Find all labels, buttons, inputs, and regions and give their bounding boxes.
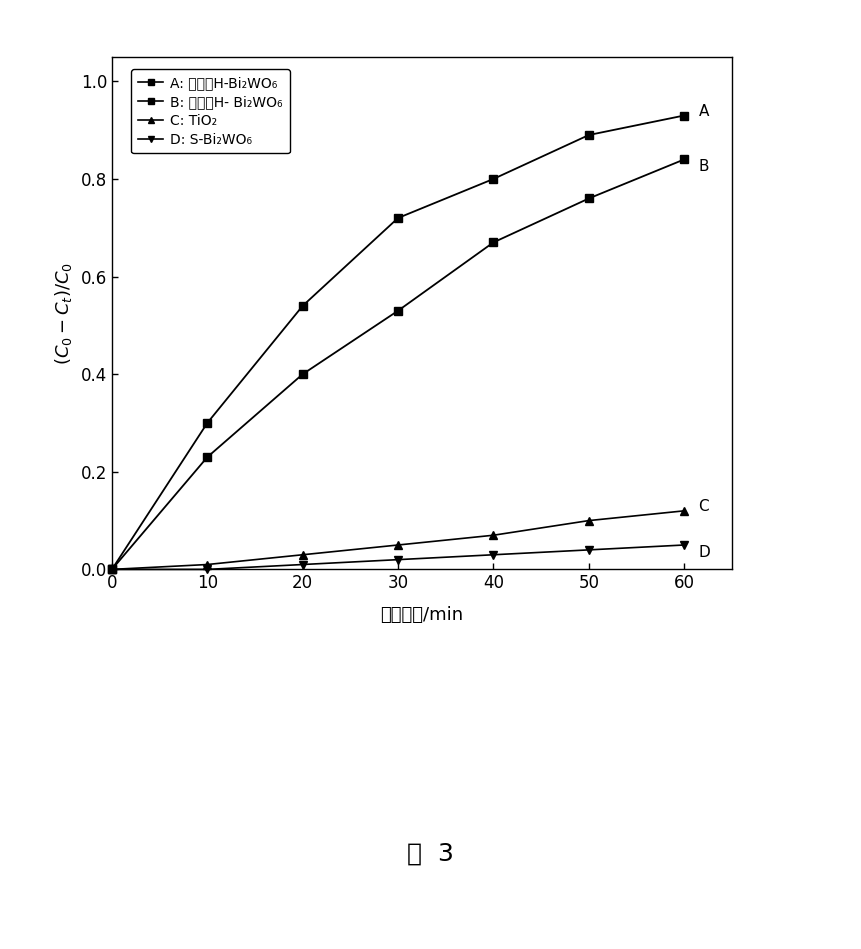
Y-axis label: $(C_0-C_t)/C_0$: $(C_0-C_t)/C_0$ <box>53 262 74 364</box>
Text: D: D <box>698 545 710 560</box>
Text: B: B <box>698 159 709 175</box>
Text: A: A <box>698 104 709 120</box>
X-axis label: 辐照时间/min: 辐照时间/min <box>381 606 463 624</box>
Text: C: C <box>698 499 709 514</box>
Legend: A: 烧结的H-Bi₂WO₆, B: 未烧结H- Bi₂WO₆, C: TiO₂, D: S-Bi₂WO₆: A: 烧结的H-Bi₂WO₆, B: 未烧结H- Bi₂WO₆, C: TiO₂… <box>131 69 289 154</box>
Text: 图  3: 图 3 <box>407 842 454 866</box>
